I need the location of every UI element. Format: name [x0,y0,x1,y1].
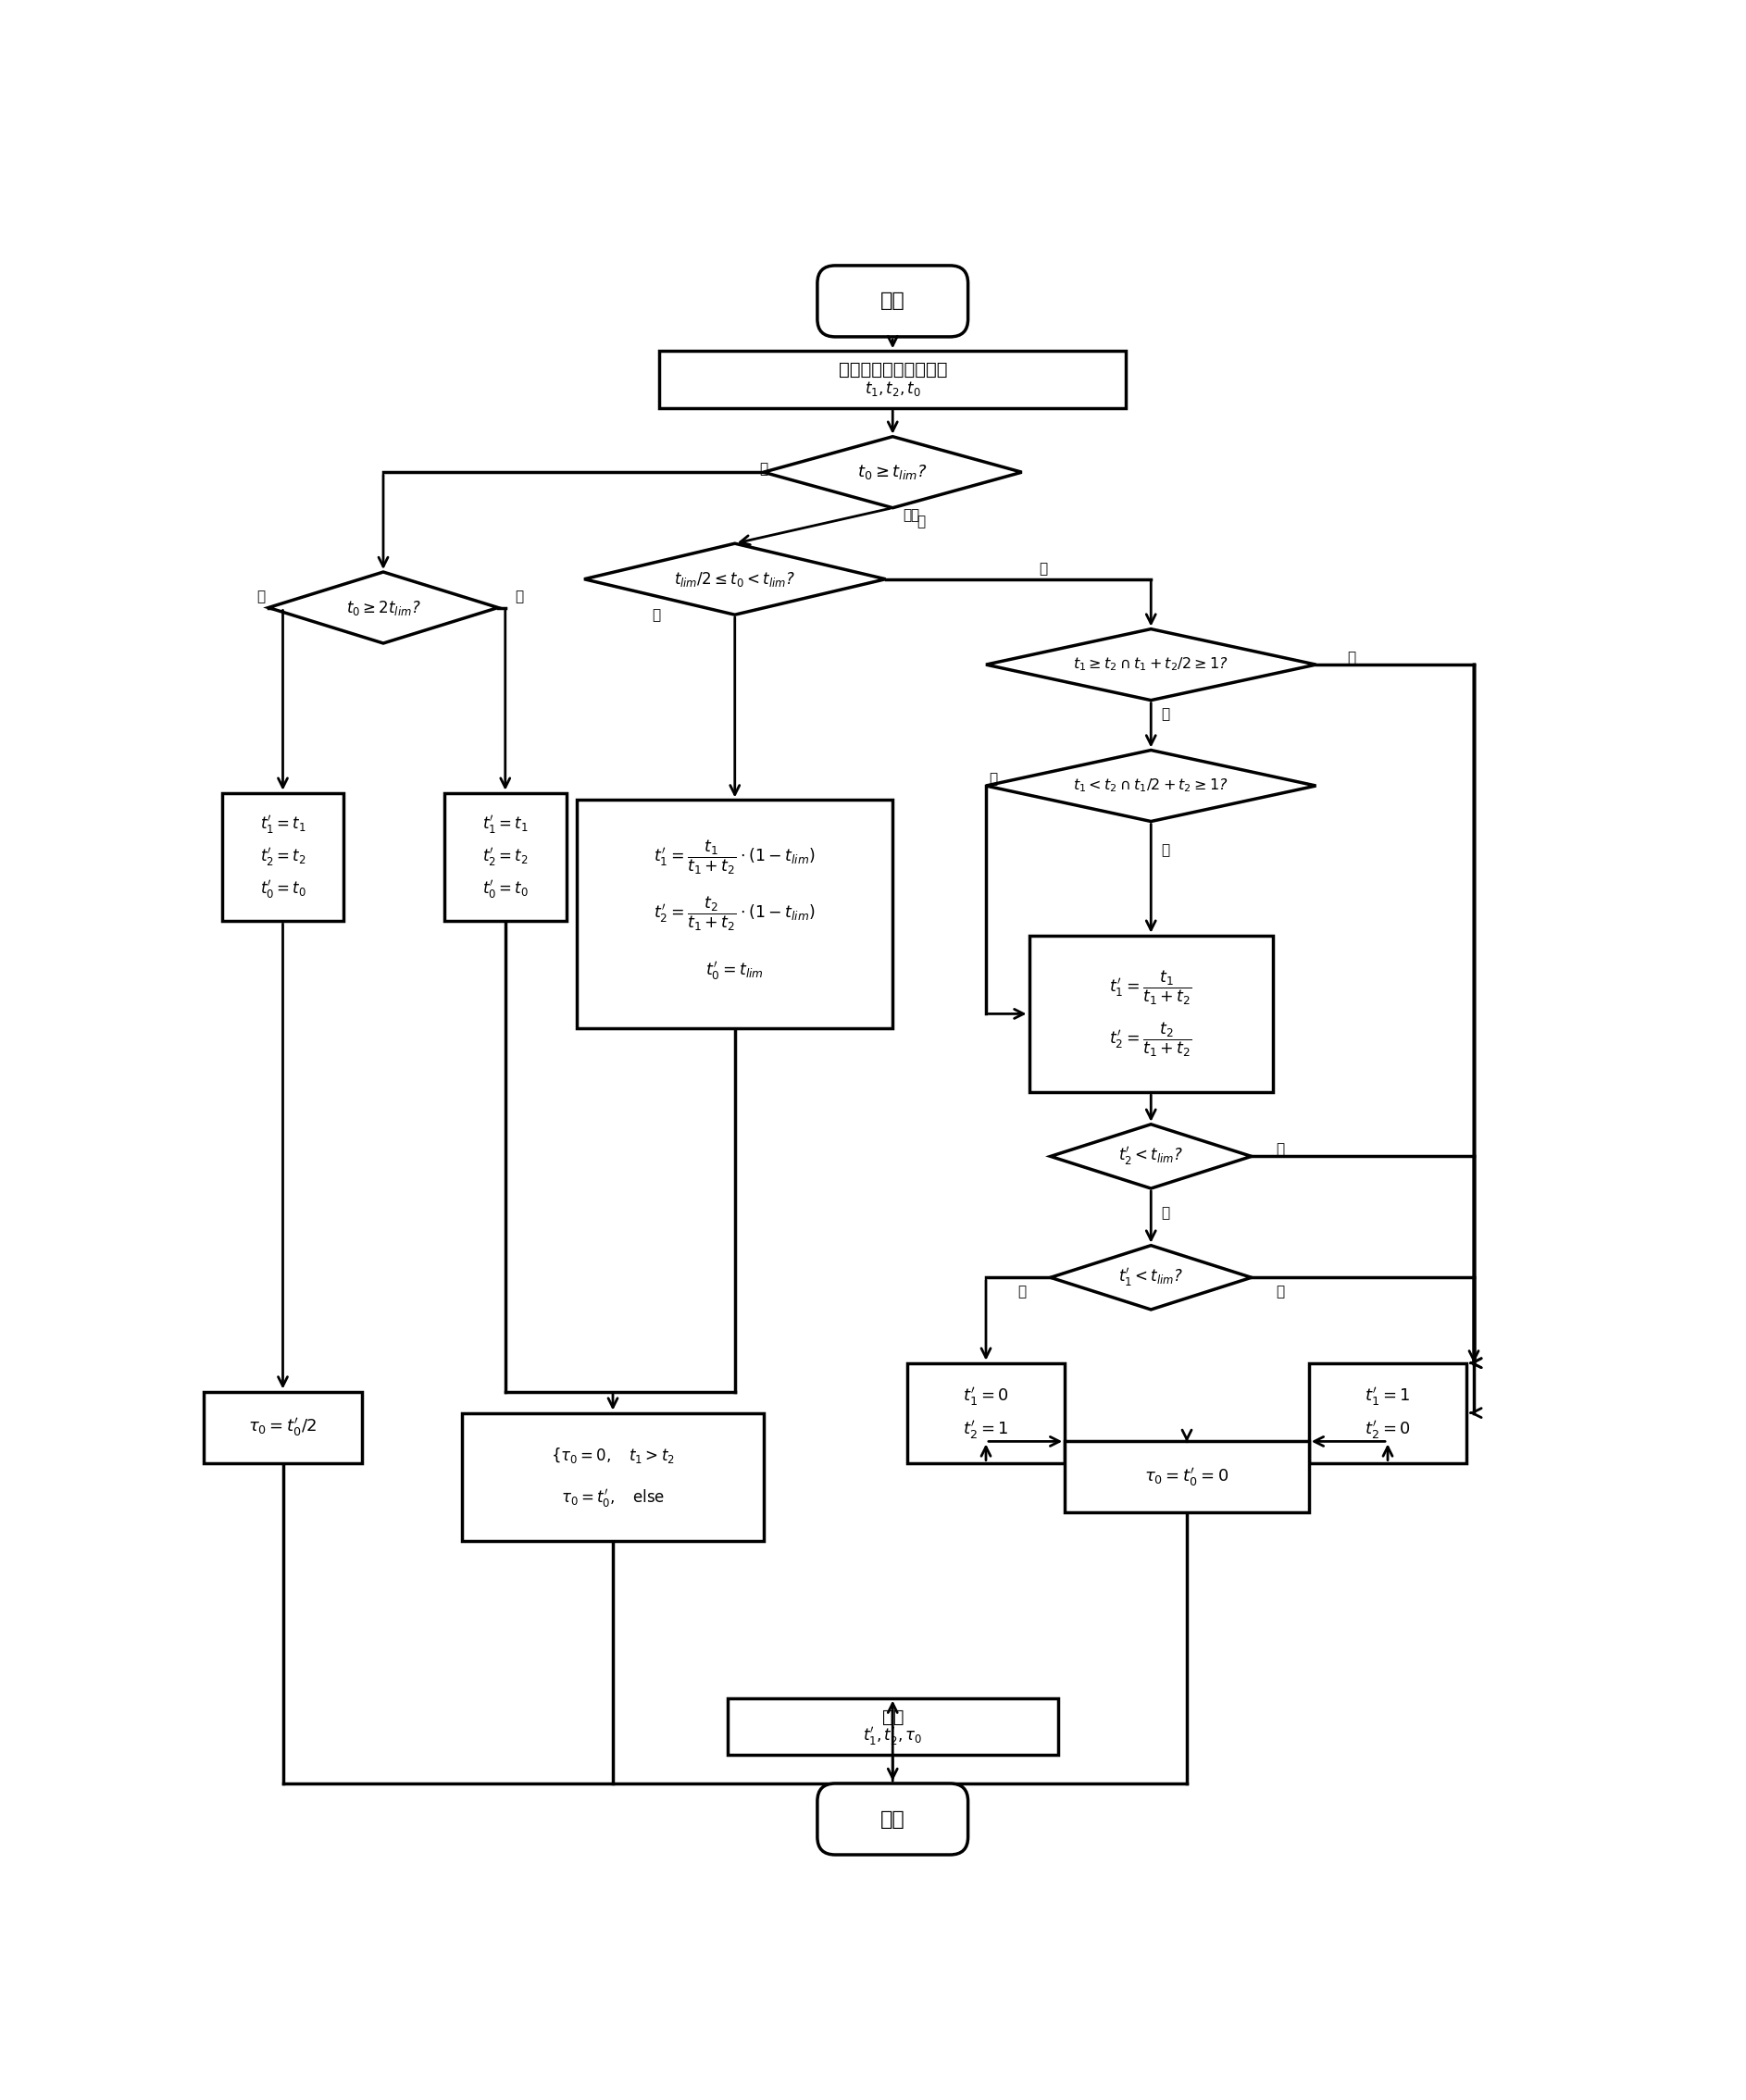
Polygon shape [1051,1124,1252,1189]
Polygon shape [1051,1245,1252,1310]
Text: 否: 否 [515,590,524,605]
Text: 是: 是 [651,607,660,622]
Text: $t_0' = t_0$: $t_0' = t_0$ [260,878,306,901]
Text: $t_1' = 1$: $t_1' = 1$ [1365,1386,1411,1407]
Text: $t_1, t_2, t_0$: $t_1, t_2, t_0$ [864,380,920,399]
Text: $t_2' = t_2$: $t_2' = t_2$ [482,846,529,867]
Text: 是: 是 [988,771,997,785]
Text: $t_1' = \dfrac{t_1}{t_1+t_2}$: $t_1' = \dfrac{t_1}{t_1+t_2}$ [1109,968,1193,1006]
Text: 否: 否 [1161,842,1170,857]
Text: $t_0 \geq t_{lim}$?: $t_0 \geq t_{lim}$? [857,462,927,481]
Text: $t_1' = 0$: $t_1' = 0$ [962,1386,1009,1407]
Bar [1028,935,1273,1092]
Bar [1065,1441,1310,1512]
Text: $t_0' = t_{lim}$: $t_0' = t_{lim}$ [705,960,765,983]
FancyBboxPatch shape [817,1783,967,1854]
Text: $\tau_0 = t_0' = 0$: $\tau_0 = t_0' = 0$ [1145,1466,1229,1489]
Text: $t_1' = t_1$: $t_1' = t_1$ [482,815,529,836]
Bar [1310,1363,1467,1464]
Text: $\{\tau_0=0, \quad t_1>t_2$: $\{\tau_0=0, \quad t_1>t_2$ [552,1447,674,1466]
Bar [728,1699,1058,1756]
Polygon shape [763,437,1021,508]
Text: $t_1 \geq t_2 \cap t_1+t_2/2 \geq 1$?: $t_1 \geq t_2 \cap t_1+t_2/2 \geq 1$? [1074,655,1229,674]
Text: 是: 是 [1276,1142,1285,1157]
Polygon shape [986,750,1316,821]
Bar [204,1392,361,1464]
Text: 是: 是 [1348,651,1357,664]
Text: 是: 是 [760,462,768,475]
Text: 否: 否 [1161,708,1170,722]
Text: $\tau_0 = t_0'/2$: $\tau_0 = t_0'/2$ [248,1415,318,1439]
Text: 开始: 开始 [880,292,904,311]
Text: $t_2' = 1$: $t_2' = 1$ [964,1418,1009,1441]
Text: 否: 否 [917,514,925,529]
Text: $\tau_0=t_0', \quad \mathrm{else}$: $\tau_0=t_0', \quad \mathrm{else}$ [560,1487,665,1510]
Bar [443,794,566,922]
Text: $t_1 < t_2 \cap t_1/2+t_2 \geq 1$?: $t_1 < t_2 \cap t_1/2+t_2 \geq 1$? [1074,777,1229,794]
Polygon shape [269,571,498,643]
Text: $t_1' < t_{lim}$?: $t_1' < t_{lim}$? [1119,1266,1184,1289]
FancyBboxPatch shape [817,265,967,336]
Polygon shape [585,544,885,615]
Bar [906,1363,1065,1464]
Text: $t_2' = \dfrac{t_2}{t_1+t_2}$: $t_2' = \dfrac{t_2}{t_1+t_2}$ [1109,1021,1193,1058]
Bar [463,1413,763,1541]
Text: $t_1' = t_1$: $t_1' = t_1$ [260,815,306,836]
Text: 矢量时间计算模块得到: 矢量时间计算模块得到 [838,361,946,378]
Text: $t_0' = t_0$: $t_0' = t_0$ [482,878,529,901]
Text: 否: 否 [1276,1285,1285,1298]
Text: 否: 否 [910,508,918,523]
Text: 结束: 结束 [880,1810,904,1829]
Text: $t_2' = 0$: $t_2' = 0$ [1365,1418,1411,1441]
Bar [660,351,1126,407]
Text: 是: 是 [1018,1285,1027,1298]
Text: $t_0 \geq 2t_{lim}$?: $t_0 \geq 2t_{lim}$? [346,598,421,617]
Text: 否: 否 [1161,1205,1170,1220]
Text: $t_2' = t_2$: $t_2' = t_2$ [260,846,306,867]
Text: $t_1', t_2', \tau_0$: $t_1', t_2', \tau_0$ [863,1724,922,1747]
Text: $t_2' = \dfrac{t_2}{t_1+t_2}\cdot(1-t_{lim})$: $t_2' = \dfrac{t_2}{t_1+t_2}\cdot(1-t_{l… [655,895,815,932]
Bar [576,800,892,1029]
Polygon shape [986,630,1316,699]
Text: $t_{lim}/2 \leq t_0 < t_{lim}$?: $t_{lim}/2 \leq t_0 < t_{lim}$? [674,569,796,588]
Text: 否: 否 [903,508,911,523]
Bar [222,794,344,922]
Text: 是: 是 [257,590,265,605]
Text: 否: 否 [1039,561,1048,575]
Text: $t_1' = \dfrac{t_1}{t_1+t_2}\cdot(1-t_{lim})$: $t_1' = \dfrac{t_1}{t_1+t_2}\cdot(1-t_{l… [655,838,815,876]
Text: 输出: 输出 [882,1707,903,1726]
Text: $t_2' < t_{lim}$?: $t_2' < t_{lim}$? [1119,1144,1184,1168]
